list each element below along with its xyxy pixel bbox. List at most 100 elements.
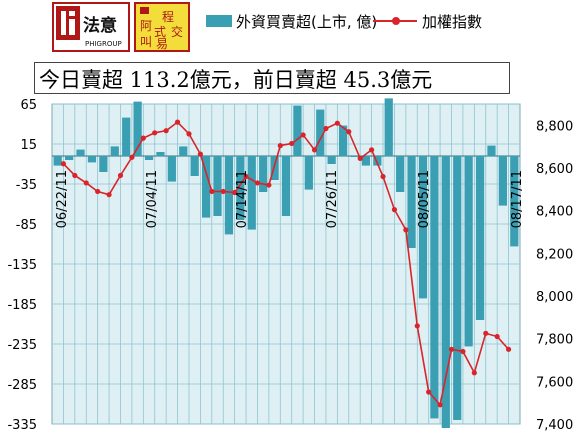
data-bar [87,156,97,163]
data-bar [510,156,519,247]
left-axis-tick-label: -235 [7,338,37,353]
x-axis-date-label: 07/04/11 [145,170,160,228]
line-point [494,333,500,340]
right-axis-tick-label: 8,400 [536,205,573,220]
left-axis-tick-label: -135 [7,258,37,273]
line-point [311,147,318,153]
line-point [483,330,489,336]
logo-char-5: 易 [156,37,168,51]
line-point [152,130,158,136]
phigroup-logo: 法意 PHIGROUP [52,2,130,52]
line-point [140,135,146,141]
x-axis-date-label: 08/05/11 [417,170,432,228]
data-bar [99,156,108,172]
left-axis-tick-label: -185 [7,298,37,313]
line-point [403,227,409,233]
line-point [460,348,466,355]
data-bar [453,156,462,420]
legend-bar-swatch [206,15,232,27]
data-bar [53,156,62,166]
line-point [357,155,363,161]
line-point [426,389,432,395]
data-bar [350,156,359,157]
line-point [209,188,215,195]
index-line [62,121,510,407]
x-axis-date-label: 06/22/11 [55,170,70,228]
right-axis-tick-label: 7,800 [536,333,573,348]
data-bar [361,156,371,166]
headline-text: 今日賣超 113.2億元，前日賣超 45.3億元 [39,68,433,92]
data-bar [133,101,142,156]
line-point [369,147,375,153]
right-axis-ticks: 8,800 8,600 8,400 8,200 8,000 7,800 7,600 7,400 [536,119,573,433]
data-bar [224,156,234,235]
data-bar [122,117,131,156]
line-point [174,119,181,125]
data-bar [156,152,165,156]
data-bar [281,156,291,216]
data-bar [213,156,222,216]
chart-legend: 外資買賣超(上市, 億) 加權指數 [206,10,576,34]
data-bar [76,149,85,156]
line-point [232,189,238,196]
line-point [300,132,306,138]
headline-box: 今日賣超 113.2億元，前日賣超 45.3億元 [34,62,510,94]
line-point [391,207,398,213]
data-bar [304,156,313,190]
left-axis-tick-label: -285 [7,378,37,393]
right-axis-tick-label: 7,600 [536,375,573,390]
logo-char-4: 式 [154,25,166,39]
data-bar [179,146,188,156]
logo-left-sub: PHIGROUP [85,40,122,48]
line-point [186,131,192,137]
data-bar [498,156,507,206]
line-point [129,154,135,160]
line-point [117,172,124,179]
right-axis-tick-label: 8,600 [536,162,573,177]
data-bar [475,156,485,320]
data-bar [396,156,405,192]
x-axis-date-label: 08/17/11 [510,170,525,228]
data-bar [316,109,325,156]
line-point [163,128,169,134]
line-point [266,182,272,188]
logo-char-2: 程 [162,9,174,24]
data-bar [110,146,119,156]
data-bar [167,156,176,182]
data-bar [338,125,348,156]
x-axis-labels: 06/22/11 07/04/11 07/14/11 07/26/11 08/05/11… [55,170,525,228]
line-point [448,346,455,352]
data-bar [65,156,74,160]
data-bar [293,105,302,156]
left-axis-tick-label: -85 [16,218,37,233]
left-axis-ticks: 65 15 -35 -85 -135 -185 -235 -285 -335 [7,98,37,433]
line-point [334,120,340,126]
data-bar [384,98,393,156]
data-bar [190,156,199,176]
right-axis-tick-label: 8,000 [536,290,573,305]
left-axis-tick-label: 15 [20,138,37,153]
bar-series [53,98,519,428]
line-point [220,188,226,195]
data-bar [144,156,154,160]
data-bar [201,156,211,218]
line-point [380,173,386,180]
line-point [72,172,78,179]
data-bar [373,156,382,166]
left-axis-tick-label: -335 [7,418,37,433]
logo-char-1: 阿 [140,19,152,33]
line-point [277,143,283,149]
line-point [95,188,101,195]
data-bar [464,156,473,347]
data-bar [441,156,450,428]
data-bar [487,145,496,156]
x-axis-date-label: 07/26/11 [325,170,340,228]
line-series [60,119,512,408]
line-point [505,346,512,352]
data-bar [236,156,245,220]
left-axis-tick-label: 65 [20,98,37,113]
data-bar [418,156,428,299]
logo-char-6: 交 [171,24,183,39]
logo-left-text: 法意 [83,15,117,36]
